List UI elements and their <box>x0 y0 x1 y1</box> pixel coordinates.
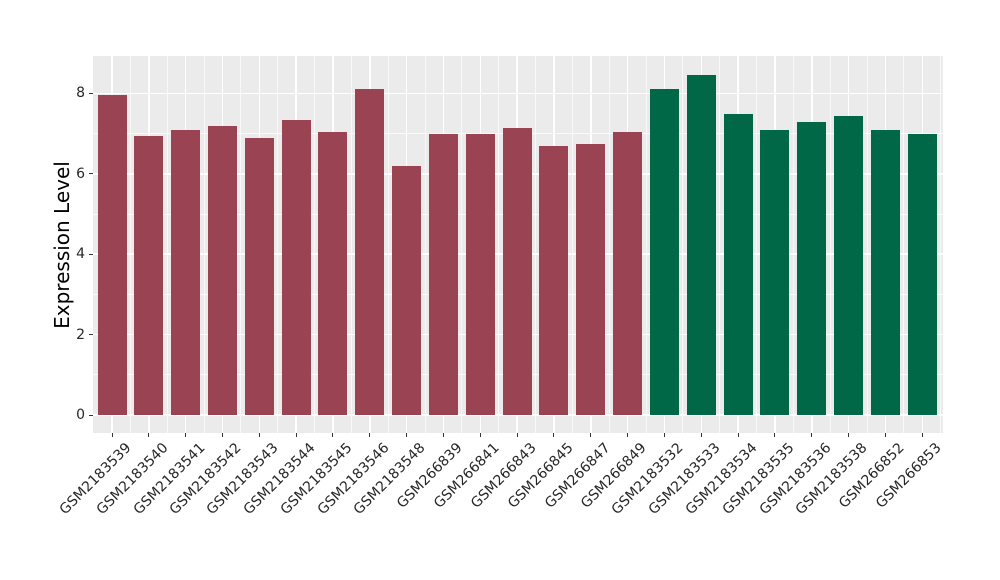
gridline-vertical-minor <box>645 56 647 433</box>
x-axis-tick <box>848 433 850 437</box>
x-axis-tick <box>479 433 481 437</box>
x-axis-tick <box>111 433 113 437</box>
gridline-vertical-minor <box>498 56 500 433</box>
bar-GSM2183535 <box>760 129 790 415</box>
plot-panel <box>93 56 943 433</box>
x-axis-tick <box>516 433 518 437</box>
bar-GSM266849 <box>613 131 643 415</box>
bar-GSM2183544 <box>281 119 311 415</box>
bar-GSM2183541 <box>171 129 201 415</box>
y-axis-tick <box>89 334 93 336</box>
gridline-vertical-minor <box>682 56 684 433</box>
x-axis-tick <box>774 433 776 437</box>
gridline-vertical-minor <box>903 56 905 433</box>
x-axis-tick <box>332 433 334 437</box>
gridline-horizontal-major <box>93 92 943 95</box>
x-axis-tick <box>148 433 150 437</box>
bar-GSM2183534 <box>723 113 753 415</box>
x-axis-tick <box>700 433 702 437</box>
bar-GSM266847 <box>576 143 606 415</box>
y-axis-tick <box>89 253 93 255</box>
gridline-vertical-minor <box>240 56 242 433</box>
y-axis-tick <box>89 173 93 175</box>
gridline-vertical-minor <box>719 56 721 433</box>
bar-GSM2183545 <box>318 131 348 415</box>
bar-GSM2183543 <box>244 137 274 415</box>
bar-GSM266839 <box>428 133 458 415</box>
x-axis-tick <box>921 433 923 437</box>
y-tick-label: 6 <box>76 165 85 182</box>
gridline-vertical-minor <box>461 56 463 433</box>
gridline-vertical-minor <box>314 56 316 433</box>
bar-GSM266841 <box>465 133 495 415</box>
gridline-vertical-minor <box>129 56 131 433</box>
bar-GSM2183546 <box>355 89 385 415</box>
x-axis-tick <box>553 433 555 437</box>
gridline-vertical-minor <box>866 56 868 433</box>
y-tick-label: 2 <box>76 326 85 343</box>
gridline-vertical-minor <box>387 56 389 433</box>
gridline-vertical-minor <box>608 56 610 433</box>
gridline-vertical-minor <box>203 56 205 433</box>
x-axis-tick <box>627 433 629 437</box>
bar-GSM266853 <box>907 133 937 415</box>
bar-GSM2183539 <box>97 95 127 415</box>
x-axis-tick <box>737 433 739 437</box>
bar-GSM2183548 <box>392 165 422 415</box>
x-axis-tick <box>884 433 886 437</box>
x-axis-tick <box>258 433 260 437</box>
gridline-vertical-minor <box>792 56 794 433</box>
x-axis-tick <box>295 433 297 437</box>
bar-GSM2183536 <box>797 121 827 415</box>
x-axis-tick <box>663 433 665 437</box>
bar-GSM2183540 <box>134 135 164 415</box>
y-tick-label: 8 <box>76 85 85 102</box>
gridline-vertical-minor <box>940 56 942 433</box>
y-axis-title: Expression Level <box>50 161 74 329</box>
x-axis-tick <box>369 433 371 437</box>
bar-GSM266845 <box>539 145 569 415</box>
y-tick-label: 0 <box>76 407 85 423</box>
gridline-vertical-minor <box>166 56 168 433</box>
gridline-horizontal-major <box>93 414 943 416</box>
bar-GSM2183533 <box>686 75 716 415</box>
bar-GSM2183532 <box>649 89 679 415</box>
y-axis-tick <box>89 92 93 94</box>
bar-GSM2183538 <box>834 115 864 415</box>
gridline-vertical-minor <box>756 56 758 433</box>
gridline-vertical-minor <box>829 56 831 433</box>
gridline-vertical-minor <box>424 56 426 433</box>
gridline-vertical-minor <box>571 56 573 433</box>
x-axis-tick <box>406 433 408 437</box>
gridline-vertical-minor <box>535 56 537 433</box>
bar-GSM266843 <box>502 127 532 415</box>
x-axis-tick <box>221 433 223 437</box>
gridline-vertical-minor <box>350 56 352 433</box>
x-axis-tick <box>590 433 592 437</box>
x-axis-tick <box>185 433 187 437</box>
x-axis-tick <box>442 433 444 437</box>
bar-GSM2183542 <box>207 125 237 415</box>
gridline-vertical-minor <box>277 56 279 433</box>
y-tick-label: 4 <box>76 246 85 263</box>
x-axis-tick <box>811 433 813 437</box>
y-axis-tick <box>89 414 93 416</box>
bar-GSM266852 <box>870 129 900 415</box>
